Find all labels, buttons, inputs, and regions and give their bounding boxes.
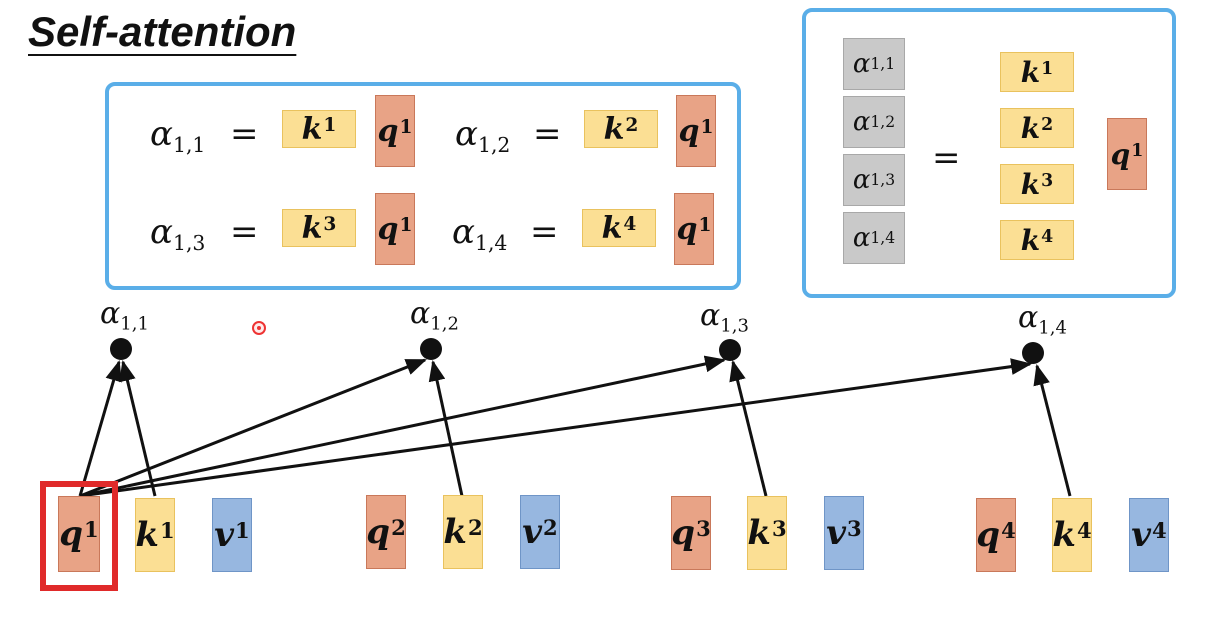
score-label-alpha-1-1: α1,1 [100,296,149,335]
equals-sign: = [230,114,259,154]
page-title: Self-attention [28,8,297,55]
score-cell-alpha-1-4: α 1,4 [843,212,905,264]
equals-sign: = [530,212,559,252]
score-cell-alpha-1-3: α 1,3 [843,154,905,206]
score-node-alpha-1-4 [1022,342,1044,364]
equation-alpha-1-4: α1,4 [452,212,508,256]
arrow-q1-to-alpha-1-2 [79,358,427,498]
equals-sign: = [230,212,259,252]
score-node-alpha-1-2 [420,338,442,360]
score-label-alpha-1-4: α1,4 [1018,300,1067,339]
score-cell-alpha-1-1: α 1,1 [843,38,905,90]
score-node-alpha-1-1 [110,338,132,360]
arrow-k2-to-alpha-1-2 [428,359,464,497]
arrow-q1-to-alpha-1-3 [79,355,727,498]
arrow-q1-to-alpha-1-4 [79,358,1033,498]
equals-sign: = [533,114,562,154]
score-label-alpha-1-2: α1,2 [410,296,459,335]
arrow-k4-to-alpha-1-4 [1033,363,1072,497]
score-node-alpha-1-3 [719,339,741,361]
arrow-k3-to-alpha-1-3 [729,359,768,497]
arrow-k1-to-alpha-1-1 [119,359,157,497]
query-highlight-box [40,481,118,591]
equals-sign: = [932,138,961,178]
score-cell-alpha-1-2: α 1,2 [843,96,905,148]
equation-alpha-1-3: α1,3 [150,212,206,256]
pointer-cursor-icon [252,321,266,335]
arrow-q1-to-alpha-1-1 [78,359,122,497]
score-label-alpha-1-3: α1,3 [700,298,749,337]
equation-alpha-1-1: α1,1 [150,114,206,158]
equation-alpha-1-2: α1,2 [455,114,511,158]
